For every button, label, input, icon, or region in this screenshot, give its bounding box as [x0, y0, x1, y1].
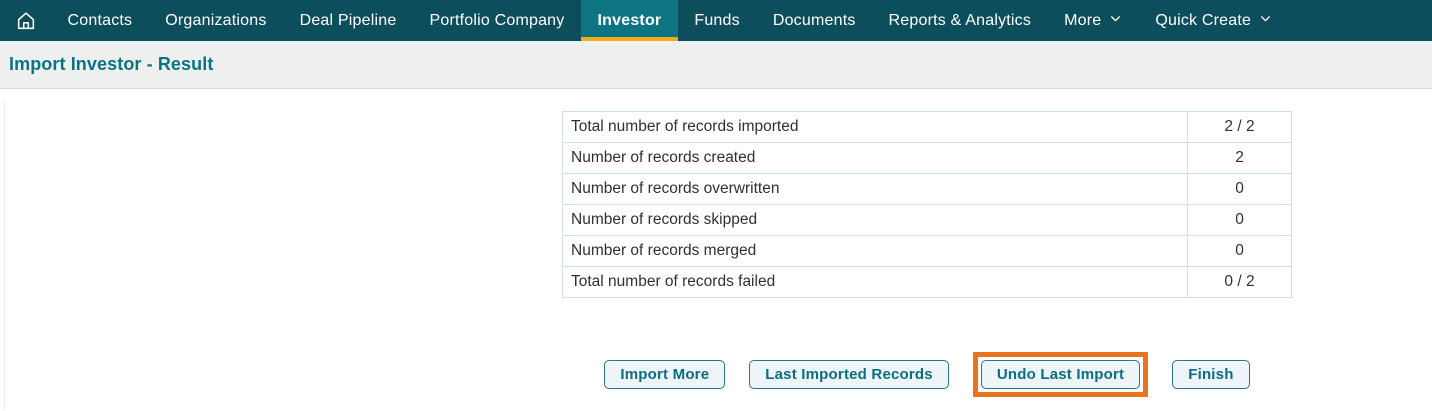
page-header: Import Investor - Result — [0, 41, 1432, 89]
action-button-row: Import More Last Imported Records Undo L… — [562, 351, 1292, 397]
nav-item-organizations[interactable]: Organizations — [149, 0, 283, 41]
content-left-divider — [4, 102, 5, 410]
table-row: Total number of records imported 2 / 2 — [562, 111, 1292, 143]
main-content: Total number of records imported 2 / 2 N… — [0, 89, 1432, 410]
nav-item-label: More — [1064, 11, 1102, 29]
row-value: 0 — [1187, 235, 1292, 267]
nav-item-deal-pipeline[interactable]: Deal Pipeline — [283, 0, 413, 41]
page-title: Import Investor - Result — [9, 54, 214, 74]
row-value: 0 — [1187, 173, 1292, 205]
table-row: Number of records created 2 — [562, 142, 1292, 174]
table-row: Number of records overwritten 0 — [562, 173, 1292, 205]
finish-button[interactable]: Finish — [1172, 359, 1250, 389]
nav-item-investor-active[interactable]: Investor — [581, 0, 678, 41]
table-row: Total number of records failed 0 / 2 — [562, 266, 1292, 298]
nav-item-quick-create[interactable]: Quick Create — [1139, 0, 1289, 41]
nav-item-label: Quick Create — [1155, 11, 1252, 29]
nav-item-label: Documents — [772, 11, 856, 29]
table-row: Number of records merged 0 — [562, 235, 1292, 267]
chevron-down-icon — [1259, 12, 1272, 30]
nav-item-label: Reports & Analytics — [888, 11, 1032, 29]
nav-item-label: Portfolio Company — [429, 11, 565, 29]
row-label: Number of records merged — [562, 235, 1188, 267]
nav-item-label: Funds — [694, 11, 740, 29]
top-navbar: Contacts Organizations Deal Pipeline Por… — [0, 0, 1432, 41]
nav-item-label: Contacts — [67, 11, 133, 29]
row-value: 0 — [1187, 204, 1292, 236]
row-value: 0 / 2 — [1187, 266, 1292, 298]
nav-item-more[interactable]: More — [1048, 0, 1139, 41]
import-summary-table: Total number of records imported 2 / 2 N… — [562, 111, 1292, 298]
row-label: Number of records skipped — [562, 204, 1188, 236]
nav-item-portfolio-company[interactable]: Portfolio Company — [413, 0, 581, 41]
nav-item-contacts[interactable]: Contacts — [51, 0, 149, 41]
row-value: 2 / 2 — [1187, 111, 1292, 143]
nav-item-funds[interactable]: Funds — [678, 0, 756, 41]
last-imported-records-button[interactable]: Last Imported Records — [749, 359, 949, 389]
import-more-button[interactable]: Import More — [604, 359, 726, 389]
row-label: Total number of records failed — [562, 266, 1188, 298]
nav-item-label: Deal Pipeline — [299, 11, 397, 29]
table-row: Number of records skipped 0 — [562, 204, 1292, 236]
undo-last-import-button[interactable]: Undo Last Import — [980, 359, 1141, 389]
nav-item-documents[interactable]: Documents — [756, 0, 872, 41]
nav-item-reports-analytics[interactable]: Reports & Analytics — [872, 0, 1048, 41]
row-label: Number of records overwritten — [562, 173, 1188, 205]
nav-home-button[interactable] — [0, 0, 51, 41]
row-value: 2 — [1187, 142, 1292, 174]
nav-item-label: Investor — [597, 11, 662, 29]
chevron-down-icon — [1109, 12, 1122, 30]
home-icon — [15, 10, 37, 32]
row-label: Number of records created — [562, 142, 1188, 174]
row-label: Total number of records imported — [562, 111, 1188, 143]
highlight-box: Undo Last Import — [972, 351, 1149, 397]
nav-item-label: Organizations — [165, 11, 267, 29]
